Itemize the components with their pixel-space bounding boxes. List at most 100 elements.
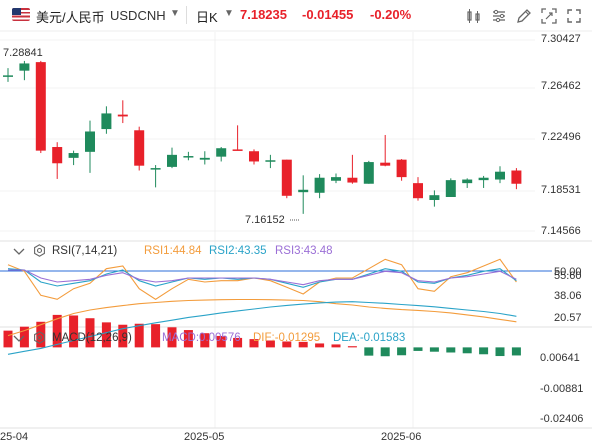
candle-body (380, 162, 391, 166)
macd-histogram-bar (479, 347, 489, 355)
indicator-settings-icon[interactable] (490, 7, 508, 25)
macd-histogram-bar (200, 333, 210, 348)
macd-histogram-bar (134, 323, 144, 348)
dif-value: DIF:-0.01295 (253, 332, 321, 344)
macd-histogram-bar (413, 347, 423, 351)
macd-histogram-bar (216, 335, 226, 348)
candle-body (445, 180, 456, 197)
candle-body (232, 149, 243, 151)
rsi-axis-label: 55.60 (554, 270, 582, 282)
candle-body (3, 75, 13, 77)
price-change: -0.01455 (302, 7, 354, 22)
macd-histogram-bar (347, 346, 357, 348)
macd-title: MACD(12,26,9) (52, 332, 132, 344)
date-axis-label: 25-04 (0, 431, 29, 443)
candle-body (85, 131, 95, 152)
rsi1-line (7, 258, 517, 300)
candle-body (150, 168, 161, 170)
macd-value: MACD:0.00576 (162, 332, 241, 344)
interval-dropdown-icon[interactable]: ▼ (224, 8, 234, 19)
rsi-axis-label: 38.06 (554, 290, 582, 302)
price-axis-label: 7.26462 (541, 80, 581, 92)
settings-gear-icon[interactable] (33, 244, 46, 257)
macd-histogram-bar (265, 340, 275, 348)
rsi3-value: RSI3:43.48 (275, 245, 333, 257)
macd-histogram-bar (151, 324, 161, 348)
candle-body (331, 177, 341, 181)
price-axis-label: 7.14566 (541, 225, 581, 237)
candle-body (363, 162, 374, 184)
macd-histogram-bar (282, 341, 292, 348)
macd-histogram-bar (495, 347, 505, 357)
macd-axis-label: -0.02406 (540, 413, 584, 425)
price-axis-label: 7.30427 (541, 33, 581, 45)
macd-histogram-bar (101, 322, 111, 348)
macd-histogram-bar (315, 343, 325, 348)
macd-histogram-bar (380, 347, 390, 357)
chart-header: 美元/人民币 USDCNH ▼ 日K ▼ 7.18235 -0.01455 -0… (0, 0, 592, 30)
rsi-title: RSI(7,14,21) (52, 245, 118, 257)
candle-body (495, 171, 505, 180)
candle-body (265, 160, 276, 162)
rsi2-value: RSI2:43.35 (209, 245, 267, 257)
macd-dif-line (7, 298, 517, 337)
macd-histogram-bar (429, 347, 439, 352)
candle-body (298, 189, 309, 193)
candle-body (19, 63, 30, 71)
candle-body (52, 147, 63, 164)
date-axis-label: 2025-05 (184, 431, 225, 443)
screenshot-icon[interactable] (540, 7, 558, 25)
candle-body (134, 130, 145, 166)
candle-body (35, 62, 46, 151)
symbol-label[interactable]: USDCNH (110, 8, 166, 23)
macd-histogram-bar (249, 339, 259, 348)
candle-body (511, 170, 522, 184)
fullscreen-icon[interactable] (565, 7, 583, 25)
candle-body (101, 113, 112, 130)
candle-body (396, 159, 407, 178)
last-price: 7.18235 (240, 7, 287, 22)
price-axis-label: 7.18531 (541, 184, 581, 196)
low-price-label: 7.16152 (245, 214, 285, 226)
candle-body (462, 179, 473, 184)
interval-label[interactable]: 日K (196, 10, 218, 25)
candle-body (216, 148, 227, 157)
candle-chart-icon[interactable] (465, 7, 483, 25)
symbol-dropdown-icon[interactable]: ▼ (170, 8, 180, 19)
collapse-indicator-icon[interactable] (13, 245, 25, 257)
macd-histogram-bar (511, 347, 521, 356)
pair-name[interactable]: 美元/人民币 (36, 10, 105, 25)
macd-histogram-bar (52, 314, 62, 348)
macd-histogram-bar (298, 341, 308, 348)
candle-body (478, 177, 489, 181)
date-axis-label: 2025-06 (381, 431, 422, 443)
candle-body (68, 153, 79, 158)
macd-axis-label: -0.00881 (540, 383, 584, 395)
candle-body (199, 157, 210, 160)
macd-histogram-bar (69, 315, 79, 348)
settings-gear-icon[interactable] (33, 331, 46, 344)
candle-body (249, 151, 259, 162)
price-axis-label: 7.22496 (541, 131, 581, 143)
macd-histogram-bar (3, 330, 13, 348)
drawing-tools-icon[interactable] (515, 7, 533, 25)
macd-dea-line (7, 301, 517, 355)
high-price-label: 7.28841 (3, 47, 43, 59)
candle-body (347, 177, 358, 183)
candle-body (281, 159, 292, 196)
macd-histogram-bar (446, 347, 456, 353)
candle-body (167, 154, 177, 167)
rsi3-line (8, 269, 517, 286)
collapse-indicator-icon[interactable] (13, 332, 25, 344)
macd-histogram-bar (397, 347, 407, 356)
macd-histogram-bar (462, 347, 472, 354)
candle-body (429, 195, 440, 201)
candle-body (117, 114, 128, 117)
candle-body (183, 156, 194, 158)
rsi1-value: RSI1:44.84 (144, 245, 202, 257)
macd-histogram-bar (364, 347, 374, 356)
macd-histogram-bar (118, 324, 128, 348)
macd-histogram-bar (85, 318, 95, 348)
